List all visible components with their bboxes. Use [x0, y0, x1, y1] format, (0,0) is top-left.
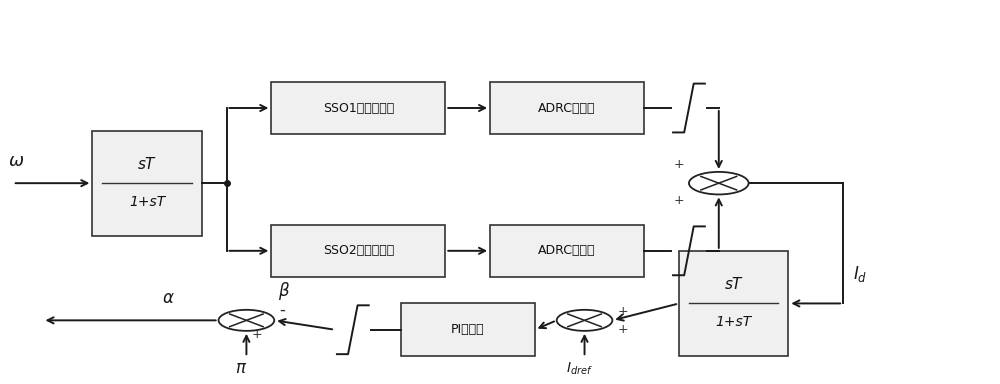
FancyBboxPatch shape: [401, 303, 535, 356]
Text: 1+sT: 1+sT: [716, 315, 752, 329]
Text: SSO2带通滤波器: SSO2带通滤波器: [323, 244, 394, 257]
Text: ADRC控制器: ADRC控制器: [538, 101, 596, 114]
Text: SSO1带通滤波器: SSO1带通滤波器: [323, 101, 394, 114]
FancyBboxPatch shape: [679, 251, 788, 356]
Text: $I_{dref}$: $I_{dref}$: [566, 361, 593, 377]
Text: $\alpha$: $\alpha$: [162, 290, 175, 308]
FancyBboxPatch shape: [92, 131, 202, 236]
Text: +: +: [674, 158, 685, 171]
Text: $\beta$: $\beta$: [278, 280, 290, 302]
Text: 1+sT: 1+sT: [129, 195, 165, 209]
FancyBboxPatch shape: [490, 225, 644, 277]
Circle shape: [219, 310, 274, 331]
Circle shape: [557, 310, 612, 331]
FancyBboxPatch shape: [490, 82, 644, 134]
FancyBboxPatch shape: [271, 82, 445, 134]
Text: sT: sT: [138, 157, 156, 172]
Text: ADRC控制器: ADRC控制器: [538, 244, 596, 257]
FancyBboxPatch shape: [271, 225, 445, 277]
Text: +: +: [617, 305, 628, 318]
Text: +: +: [617, 323, 628, 336]
Text: PI控制器: PI控制器: [451, 323, 484, 336]
Text: sT: sT: [725, 277, 742, 292]
Circle shape: [689, 172, 749, 194]
Text: $\pi$: $\pi$: [235, 359, 248, 377]
Text: -: -: [279, 301, 285, 319]
Text: $I_d$: $I_d$: [853, 264, 867, 284]
Text: +: +: [674, 194, 685, 207]
Text: +: +: [251, 328, 262, 341]
Text: $\omega$: $\omega$: [8, 152, 24, 170]
